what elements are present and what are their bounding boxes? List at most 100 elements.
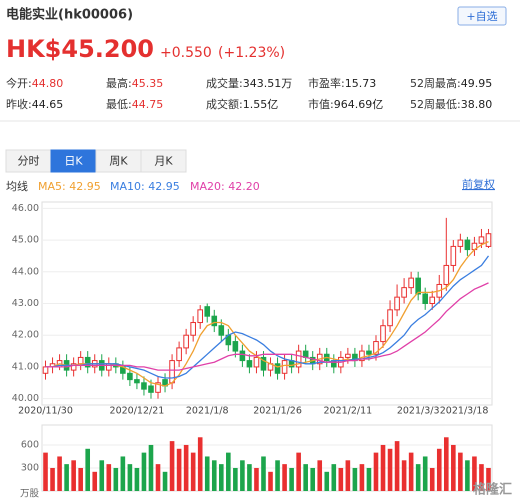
tab-label[interactable]: 日K <box>64 155 83 168</box>
volume-bar <box>127 464 133 491</box>
candle-body <box>190 322 196 336</box>
volume-bar <box>282 464 287 491</box>
volume-bar <box>50 467 55 491</box>
candle-body <box>281 360 288 374</box>
volume-bar <box>99 460 105 491</box>
candle-body <box>429 296 436 304</box>
volume-bar <box>113 467 119 491</box>
volume-bar <box>218 464 224 491</box>
volume-bar <box>247 464 252 491</box>
volume-bar <box>106 464 112 491</box>
tab[interactable] <box>140 149 187 173</box>
candle-body <box>457 239 464 247</box>
volume-bar <box>394 441 400 491</box>
volume-bar <box>415 464 421 491</box>
volume-bar <box>85 448 91 491</box>
tab-label[interactable]: 周K <box>109 155 128 168</box>
stat: 52周最高:49.95 <box>410 76 492 90</box>
candle-body <box>239 350 246 362</box>
volume-bar <box>359 464 365 491</box>
volume-bar <box>366 467 372 491</box>
volume-bar <box>240 460 245 491</box>
candle-body <box>253 356 260 368</box>
volume-bar <box>345 460 351 491</box>
y-tick-label: 46.00 <box>12 203 39 214</box>
candle-body <box>387 309 393 327</box>
y-tick-label: 42.00 <box>12 330 39 341</box>
volume-bar <box>169 441 175 491</box>
volume-unit: 万股 <box>20 489 40 500</box>
stat-value: 49.95 <box>461 77 493 90</box>
candle-body <box>464 239 471 251</box>
candle-body <box>485 233 492 247</box>
candle-body <box>148 385 154 393</box>
volume-bar <box>64 464 69 491</box>
volume-bar <box>422 456 428 491</box>
volume-bar <box>331 464 337 491</box>
candle-body <box>77 356 84 365</box>
volume-bar <box>261 456 266 491</box>
price-change: +0.550 <box>160 45 212 61</box>
volume-bar <box>296 452 301 491</box>
candle-body <box>141 382 147 390</box>
volume-bar <box>204 456 210 491</box>
volume-bar <box>303 464 308 491</box>
stat-label: 最低: <box>106 98 132 111</box>
candle-body <box>183 334 189 349</box>
volume-frame <box>41 424 493 492</box>
watch-button-label[interactable]: +自选 <box>466 10 497 23</box>
tab-label[interactable]: 分时 <box>18 155 40 168</box>
candle-body <box>169 360 175 384</box>
volume-bar <box>92 471 98 491</box>
candle-body <box>443 264 450 285</box>
legend-entry: MA10: 42.95 <box>110 180 180 193</box>
tab-label[interactable]: 月K <box>154 155 173 168</box>
x-tick-label: 2021/3/3 <box>397 406 440 417</box>
volume-bar <box>254 467 259 491</box>
candle-body <box>274 363 281 374</box>
volume-bar <box>155 464 161 491</box>
volume-bar <box>120 456 126 491</box>
ma-line <box>45 255 490 379</box>
volume-bar <box>472 456 477 491</box>
stat: 今开:44.80 <box>6 76 63 90</box>
ma-line <box>45 241 489 387</box>
volume-bar <box>71 460 76 491</box>
stat: 52周最低:38.80 <box>410 98 492 111</box>
y-tick-label: 40.00 <box>12 393 39 404</box>
stat-label: 市值: <box>308 97 334 111</box>
candle-body <box>42 366 49 374</box>
candle-body <box>394 296 400 311</box>
candle-body <box>345 353 351 358</box>
x-tick-label: 2021/2/11 <box>324 406 373 417</box>
stat: 最高:45.35 <box>106 76 163 90</box>
stat: 成交量:343.51万 <box>206 76 292 90</box>
volume-bar <box>479 464 484 491</box>
stat: 市值:964.69亿 <box>308 97 383 111</box>
volume-bar <box>183 444 189 491</box>
volume-bar <box>162 471 168 491</box>
volume-bar <box>289 467 294 491</box>
volume-tick-label: 600 <box>21 439 39 450</box>
stat-value: 45.35 <box>132 77 164 90</box>
volume-bar <box>408 452 414 491</box>
volume-bar <box>436 448 442 491</box>
watch-button[interactable] <box>457 6 507 26</box>
candle-body <box>70 363 77 371</box>
volume-bar <box>465 460 470 491</box>
stat-label: 最高: <box>106 76 132 90</box>
stat-label: 52周最低: <box>410 98 461 111</box>
watermark: 格隆汇 <box>473 482 512 498</box>
volume-bar <box>373 452 379 491</box>
volume-bar <box>134 467 140 491</box>
volume-bar <box>380 444 386 491</box>
candle-body <box>478 236 485 244</box>
candle-body <box>260 356 267 371</box>
adjust-toggle[interactable]: 前复权 <box>462 177 495 191</box>
volume-bar <box>443 437 449 491</box>
candle-body <box>84 356 91 368</box>
volume-bar <box>148 444 154 491</box>
stat-label: 52周最高: <box>410 76 461 90</box>
volume-bar <box>429 467 435 491</box>
